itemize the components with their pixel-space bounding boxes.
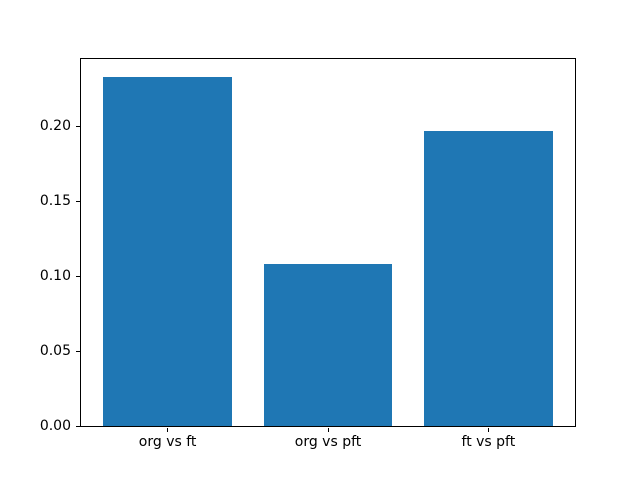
x-tick-mark <box>167 428 169 432</box>
y-tick-mark <box>76 275 80 277</box>
bar-ft-vs-pft <box>424 130 553 426</box>
y-tick-label: 0.15 <box>39 193 71 210</box>
y-tick-label: 0.10 <box>39 268 71 285</box>
x-tick-mark <box>327 428 329 432</box>
y-tick-mark <box>76 125 80 127</box>
y-tick-mark <box>76 350 80 352</box>
x-tick-mark <box>487 428 489 432</box>
y-tick-label: 0.20 <box>39 118 71 135</box>
bar-org-vs-ft <box>103 76 232 426</box>
y-tick-label: 0.00 <box>39 418 71 434</box>
x-tick-label: org vs pft <box>294 434 362 450</box>
y-tick-label: 0.05 <box>39 343 71 359</box>
plot-area: org vs ft org vs pft ft vs pft 0.00 0.05 0.10… <box>40 58 576 449</box>
y-tick-mark <box>76 425 80 427</box>
x-tick-label: org vs ft <box>138 434 197 450</box>
x-tick-label: ft vs pft <box>461 434 516 450</box>
bar-org-vs-pft <box>263 264 393 426</box>
y-tick-mark <box>76 200 80 202</box>
